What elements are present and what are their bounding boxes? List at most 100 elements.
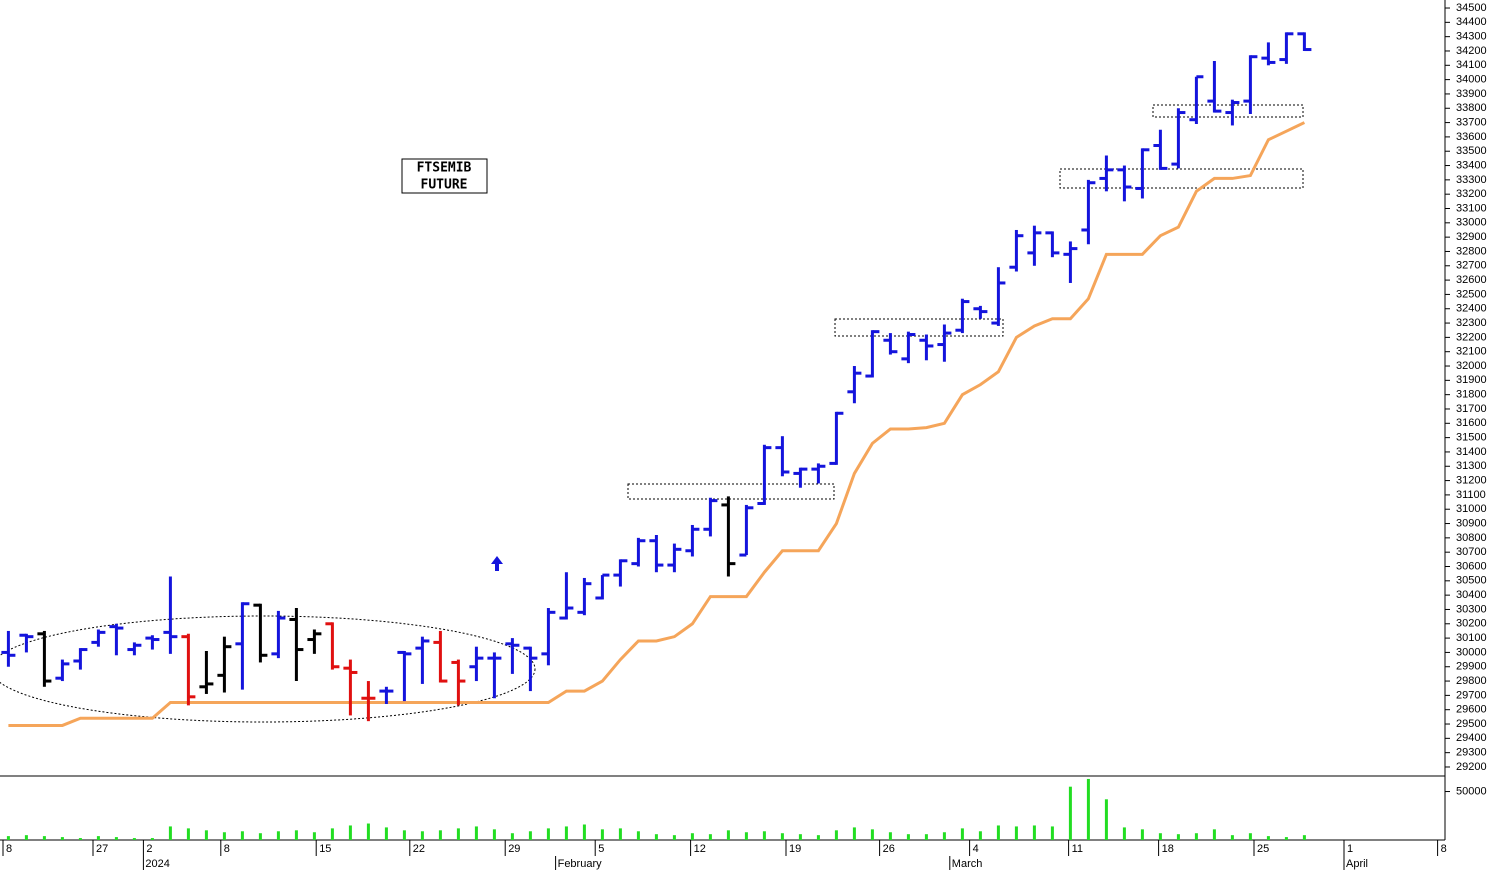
label-box [401,158,488,194]
volume-bar [816,835,820,840]
volume-bar [114,837,118,840]
volume-bar [1014,826,1018,840]
volume-bar [24,835,28,840]
x-tick-label: 26 [883,843,895,855]
y-tick-label: 29200 [1456,761,1487,773]
x-tick-label: 4 [973,843,979,855]
volume-bar [150,838,154,840]
volume-bar [132,838,136,840]
x-tick-label: 27 [96,843,108,855]
x-tick-label: 19 [789,843,801,855]
consolidation-ellipse [0,615,536,723]
y-tick-label: 32500 [1456,288,1487,300]
gap-box [627,483,835,500]
y-tick-label: 30600 [1456,560,1487,572]
y-tick-label: 29700 [1456,689,1487,701]
volume-bar [1194,833,1198,840]
volume-bar [330,828,334,840]
volume-bar [240,831,244,840]
volume-bar [1248,833,1252,840]
y-tick-label: 31600 [1456,417,1487,429]
y-tick-label: 33600 [1456,131,1487,143]
volume-bar [96,836,100,840]
x-tick-label: 18 [1162,843,1174,855]
volume-bar [870,829,874,840]
volume-bar [672,835,676,840]
x-tick-label: 11 [1072,843,1083,855]
month-label: April [1346,858,1368,870]
y-tick-label: 32700 [1456,260,1487,272]
x-tick-label: 12 [694,843,706,855]
y-tick-label: 29600 [1456,704,1487,716]
volume-bar [1122,827,1126,840]
y-tick-label: 33800 [1456,102,1487,114]
x-tick-label: 15 [319,843,331,855]
volume-bar [906,834,910,840]
y-tick-label: 34400 [1456,16,1487,28]
y-tick-label: 33300 [1456,174,1487,186]
trailing-stop-line [8,121,1306,727]
y-tick-label: 29400 [1456,732,1487,744]
y-tick-label: 32100 [1456,346,1487,358]
volume-bar [222,832,226,840]
volume-bar [1266,836,1270,840]
volume-bar [78,838,82,840]
volume-bar [312,832,316,840]
x-tick-label: 8 [224,843,230,855]
volume-bar [1212,829,1216,840]
gap-box [834,318,1004,337]
volume-bar [42,836,46,840]
volume-bar [1176,834,1180,840]
volume-bar [888,832,892,840]
volume-bar [1032,825,1036,840]
y-tick-label: 30800 [1456,532,1487,544]
volume-bar [258,833,262,840]
volume-bar [1140,829,1144,840]
volume-bar [1104,799,1108,840]
y-tick-label: 31300 [1456,460,1487,472]
y-tick-label: 32200 [1456,331,1487,343]
volume-bar [762,831,766,840]
y-tick-label: 32600 [1456,274,1487,286]
gap-box [1152,104,1304,118]
y-tick-label: 30300 [1456,603,1487,615]
volume-bar [294,830,298,840]
y-tick-label: 33000 [1456,217,1487,229]
volume-bar [1086,778,1090,840]
volume-bar [492,829,496,840]
y-tick-label: 30100 [1456,632,1487,644]
y-tick-label: 30000 [1456,646,1487,658]
y-tick-label: 33900 [1456,88,1487,100]
volume-bar [780,833,784,840]
volume-bar [996,825,1000,840]
volume-bar [1284,837,1288,840]
volume-bar [6,836,10,840]
gap-box [1059,168,1304,189]
volume-bar [582,824,586,840]
y-tick-label: 32800 [1456,245,1487,257]
y-tick-label: 33200 [1456,188,1487,200]
y-tick-label: 31400 [1456,446,1487,458]
volume-bar [978,831,982,840]
volume-bar [510,833,514,840]
y-tick-label: 33400 [1456,159,1487,171]
volume-bar [942,832,946,840]
label-text: FTSEMIB [417,161,472,176]
x-tick-label: 25 [1257,843,1269,855]
y-tick-label: 31100 [1456,489,1486,501]
month-label: March [952,858,983,870]
volume-bar [1050,826,1054,840]
y-tick-label: 30900 [1456,517,1487,529]
volume-bar [528,831,532,840]
volume-bar [960,828,964,840]
volume-bar [1158,833,1162,840]
y-tick-label: 34000 [1456,74,1487,86]
y-tick-label: 32300 [1456,317,1487,329]
x-tick-label: 2 [146,843,152,855]
x-tick-label: 29 [508,843,520,855]
x-tick-label: 5 [598,843,604,855]
label-text: FUTURE [421,178,468,193]
volume-bar [708,834,712,840]
